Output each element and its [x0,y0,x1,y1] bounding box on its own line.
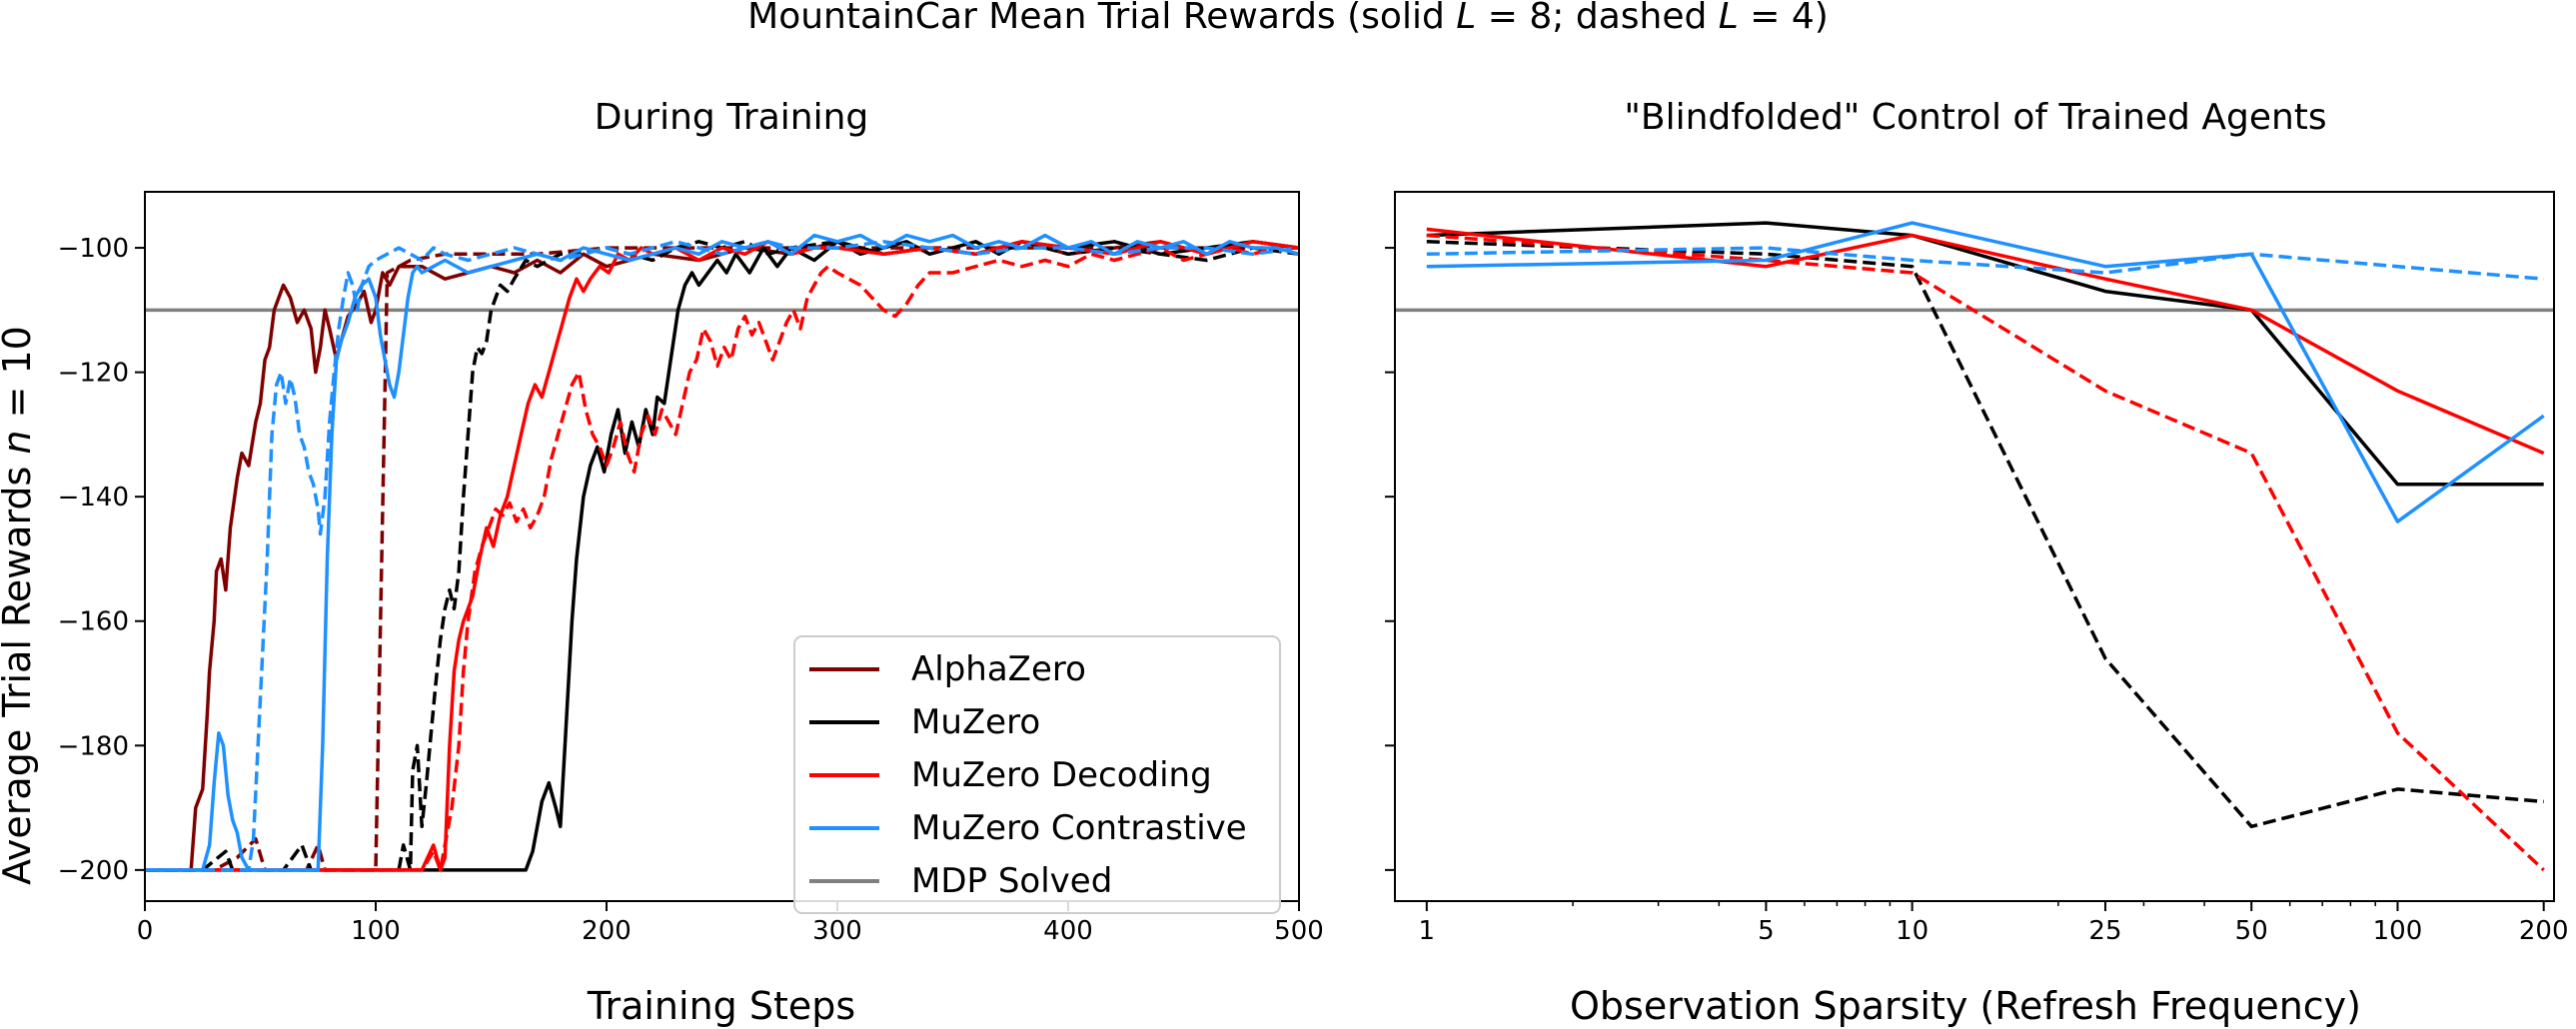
left-x-tick-label: 100 [351,916,401,946]
right-x-tick-label: 50 [2235,916,2268,946]
left-x-tick-label: 0 [137,916,154,946]
left-series-muzero-decoding-dashed [145,246,1300,872]
left-series-muzero-contrastive-dashed [145,240,1300,872]
figure-title: MountainCar Mean Trial Rewards (solid L … [747,0,1829,37]
right-series-muzero-decoding-solid [1426,227,2545,456]
legend: AlphaZero MuZero MuZero Decoding MuZero Con… [793,635,1281,914]
legend-frame [793,635,1281,914]
left-y-tick-label: −180 [58,731,129,761]
left-x-axis-label: Training Steps [587,984,855,1028]
left-y-tick-label: −200 [58,856,129,886]
right-subplot-title: "Blindfolded" Control of Trained Agents [1624,97,2326,138]
right-x-tick-label: 1 [1419,916,1436,946]
left-series-muzero-decoding-solid [145,240,1300,872]
right-x-tick-label: 100 [2373,916,2423,946]
right-x-tick-label: 10 [1896,916,1929,946]
left-y-tick-label: −100 [58,234,129,264]
left-y-tick-label: −120 [58,359,129,389]
left-y-tick-label: −160 [58,607,129,637]
left-x-tick-label: 300 [812,916,862,946]
right-series-muzero-dashed [1426,240,2544,829]
right-x-tick-label: 5 [1758,916,1775,946]
legend-label-muzero-decoding: MuZero Decoding [911,755,1212,795]
legend-label-muzero: MuZero [911,702,1040,742]
left-series-muzero-solid [145,240,1300,872]
left-series-alphazero-dashed [145,246,1299,872]
right-x-tick-label: 200 [2519,916,2569,946]
right-series-muzero-contrastive-dashed [1426,246,2544,281]
left-y-tick-label: −140 [58,483,129,513]
left-x-tick-label: 200 [582,916,632,946]
left-x-tick-label: 400 [1043,916,1093,946]
legend-label-mdp-solved: MDP Solved [911,861,1112,901]
right-plot-frame [1394,191,2555,902]
legend-label-alphazero: AlphaZero [911,649,1086,689]
right-x-axis-label: Observation Sparsity (Refresh Frequency) [1570,984,2361,1028]
right-series-muzero-decoding-dashed [1426,233,2545,872]
y-axis-label: Average Trial Rewards n = 10 [0,326,39,885]
left-panel: 0 100 200 300 400 500 −200 −180 −160 −140 −120 −100 [58,191,1324,946]
right-series-muzero-contrastive-solid [1426,221,2545,523]
left-subplot-title: During Training [595,97,869,138]
left-plot-frame [144,191,1300,902]
left-series-muzero-contrastive-solid [145,233,1300,872]
legend-label-muzero-contrastive: MuZero Contrastive [911,808,1247,848]
left-series-muzero-dashed [145,240,1300,872]
right-x-tick-label: 25 [2088,916,2121,946]
right-series-muzero-solid [1426,221,2544,487]
right-panel: 1 5 10 25 50 100 200 [1385,191,2569,946]
left-x-tick-label: 500 [1274,916,1324,946]
